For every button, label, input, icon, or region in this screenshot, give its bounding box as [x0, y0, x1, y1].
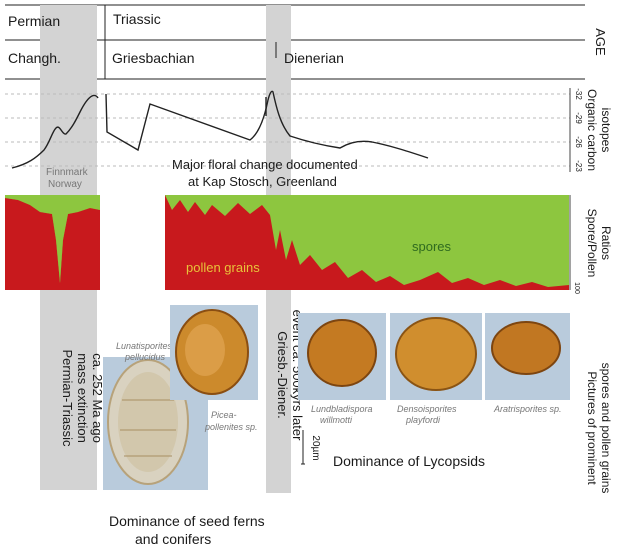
isotope-panel	[5, 88, 571, 172]
period-permian: Permian	[8, 13, 60, 29]
specimen-lunatisporites-2: pellucidus	[124, 352, 166, 362]
specimen-picea-1: Picea-	[211, 410, 237, 420]
svg-text:ca. 252 Ma ago: ca. 252 Ma ago	[90, 353, 105, 443]
specimen-lundbladispora-2: willmotti	[320, 415, 353, 425]
ratio-gap	[101, 195, 165, 290]
ratio-axis-label-2: Ratios	[599, 226, 613, 260]
lundbladispora-photo	[298, 313, 386, 400]
svg-text:Pictures of prominent: Pictures of prominent	[585, 371, 599, 485]
location-finnmark: Finnmark	[46, 167, 89, 178]
floral-change-line1: Major floral change documented	[172, 157, 358, 172]
isotope-tick: -26	[574, 136, 583, 148]
stage-dienerian: Dienerian	[284, 50, 344, 66]
isotope-curve-kap-stosch	[105, 90, 429, 159]
griesb-diener-event-label: Griesb.-Diener. event ca. 500kyrs later	[275, 310, 305, 441]
floral-change-line2: at Kap Stosch, Greenland	[188, 174, 337, 189]
ratio-axis-label-1: Spore/Pollen	[585, 209, 599, 278]
period-triassic: Triassic	[113, 11, 161, 27]
ratio-pollen-left-fill	[5, 198, 100, 290]
piceapollenites-photo	[170, 305, 258, 400]
isotope-tick: -32	[574, 88, 583, 100]
ratio-pollen-right	[165, 195, 569, 290]
isotope-axis-label-1: Organic carbon	[585, 89, 599, 171]
caption-seed-ferns-2: and conifers	[135, 531, 211, 547]
spores-label: spores	[412, 239, 452, 254]
specimen-densoisporites-1: Densoisporites	[397, 404, 457, 414]
specimen-aratrisporites: Aratrisporites sp.	[493, 404, 562, 414]
age-axis-label: AGE	[593, 28, 608, 56]
caption-seed-ferns-1: Dominance of seed ferns	[109, 513, 265, 529]
scale-bar: 20µm	[301, 430, 321, 465]
scale-bar-label: 20µm	[310, 435, 321, 460]
pictures-label: Pictures of prominent spores and pollen …	[585, 363, 613, 494]
extinction-event-label: Permian-Triassic mass extinction ca. 252…	[60, 349, 105, 447]
specimen-picea-2: pollenites sp.	[204, 422, 258, 432]
ratio-tick: 100	[573, 282, 580, 294]
ratio-spores-left-top	[5, 195, 100, 283]
isotope-tick: -29	[574, 112, 583, 124]
specimen-lundbladispora-1: Lundbladispora	[311, 404, 373, 414]
stage-griesbachian: Griesbachian	[112, 50, 195, 66]
svg-text:Permian-Triassic: Permian-Triassic	[60, 349, 75, 447]
isotope-axis-label-2: isotopes	[599, 108, 613, 153]
caption-lycopsids: Dominance of Lycopsids	[333, 453, 485, 469]
specimen-lunatisporites-1: Lunatisporites	[116, 341, 173, 351]
svg-text:Griesb.-Diener.: Griesb.-Diener.	[275, 331, 290, 418]
pollen-grains-label: pollen grains	[186, 260, 260, 275]
aratrisporites-photo	[485, 313, 570, 400]
stage-changhsingian: Changh.	[8, 50, 61, 66]
ratio-panel	[5, 195, 571, 290]
location-norway: Norway	[48, 179, 82, 190]
svg-text:spores and pollen grains: spores and pollen grains	[599, 363, 613, 494]
isotope-tick: -23	[574, 160, 583, 172]
specimen-densoisporites-2: playfordi	[405, 415, 441, 425]
densoisporites-photo	[390, 313, 482, 400]
svg-text:mass extinction: mass extinction	[75, 353, 90, 443]
isotope-ticks: -32 -29 -26 -23	[574, 88, 583, 172]
isotope-curve-finnmark	[11, 94, 99, 169]
